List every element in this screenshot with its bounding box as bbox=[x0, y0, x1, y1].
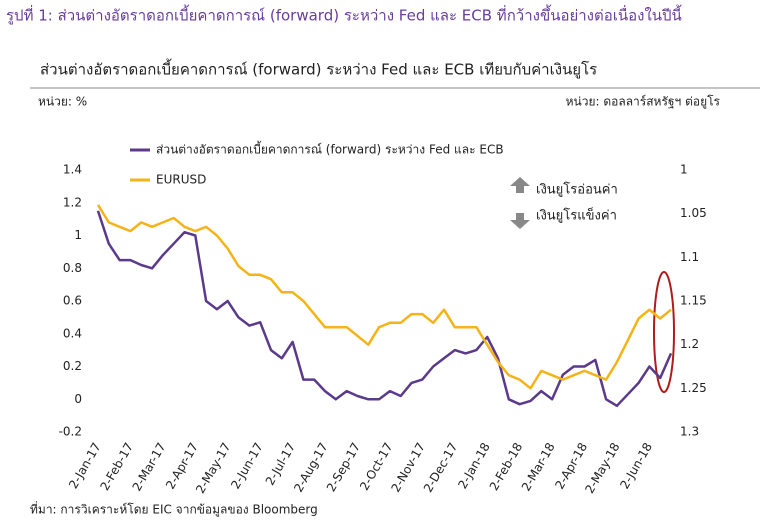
chart-title: ส่วนต่างอัตราดอกเบี้ยคาดการณ์ (forward) … bbox=[40, 59, 597, 79]
series-line bbox=[96, 210, 673, 408]
y-tick-label: 0.8 bbox=[63, 261, 82, 275]
y-tick-label: 1.2 bbox=[63, 195, 82, 209]
y-tick-label: 0.6 bbox=[63, 294, 82, 308]
x-tick-label: 2-Jun-18 bbox=[617, 440, 655, 491]
x-tick-label: 2-Jun-17 bbox=[228, 440, 266, 491]
highlight-ellipse bbox=[653, 271, 675, 393]
y2-tick-label: 1.25 bbox=[680, 381, 707, 395]
y-tick-label: 0.4 bbox=[63, 326, 82, 340]
y-tick-label: 0.2 bbox=[63, 359, 82, 373]
y-tick-label: 1.4 bbox=[63, 163, 82, 177]
annotation: เงินยูโรอ่อนค่า bbox=[536, 182, 618, 198]
legend-label: ส่วนต่างอัตราดอกเบี้ยคาดการณ์ (forward) … bbox=[156, 141, 504, 157]
y-tick-label: 1 bbox=[74, 228, 82, 242]
y2-tick-label: 1.1 bbox=[680, 250, 699, 264]
y-tick-label: -0.2 bbox=[59, 425, 82, 439]
x-tick-label: 2-Jul-17 bbox=[263, 440, 298, 487]
y2-tick-label: 1.05 bbox=[680, 206, 707, 220]
annotation: เงินยูโรแข็งค่า bbox=[536, 206, 617, 224]
source: ที่มา: การวิเคราะห์โดย EIC จากข้อมูลของ … bbox=[30, 501, 318, 518]
y-label: หน่วย: % bbox=[38, 95, 87, 109]
y2-label: หน่วย: ดอลลาร์สหรัฐฯ ต่อยูโร bbox=[566, 95, 721, 110]
y2-tick-label: 1.15 bbox=[680, 294, 707, 308]
y2-tick-label: 1.2 bbox=[680, 337, 699, 351]
y2-tick-label: 1.3 bbox=[680, 425, 699, 439]
figure-caption: รูปที่ 1: ส่วนต่างอัตราดอกเบี้ยคาดการณ์ … bbox=[6, 5, 682, 25]
y-tick-label: 0 bbox=[74, 392, 82, 406]
legend-label: EURUSD bbox=[156, 173, 206, 187]
y2-tick-label: 1 bbox=[680, 163, 688, 177]
series-line bbox=[96, 204, 672, 390]
arrow-down bbox=[510, 213, 530, 229]
arrow-up bbox=[510, 177, 530, 193]
